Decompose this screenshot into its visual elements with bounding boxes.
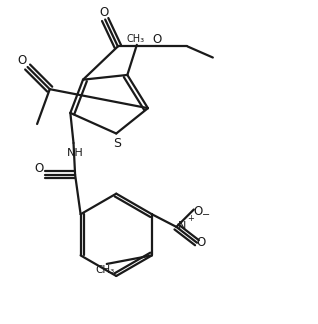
Text: O: O: [17, 54, 26, 67]
Text: NH: NH: [67, 147, 83, 157]
Text: S: S: [113, 136, 121, 149]
Text: O: O: [196, 236, 205, 249]
Text: O: O: [99, 6, 108, 19]
Text: O: O: [193, 204, 202, 218]
Text: O: O: [35, 162, 44, 176]
Text: N: N: [178, 221, 186, 231]
Text: O: O: [152, 33, 162, 46]
Text: +: +: [187, 214, 194, 223]
Text: CH₃: CH₃: [127, 33, 145, 43]
Text: −: −: [202, 210, 210, 220]
Text: CH₃: CH₃: [95, 265, 115, 275]
